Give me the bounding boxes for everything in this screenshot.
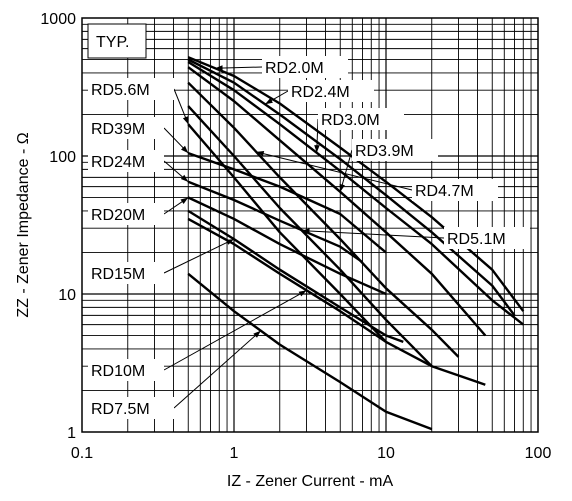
curve-label-bg-rd5-1m <box>444 227 530 249</box>
series-line-rd4-7m <box>187 81 460 358</box>
curve-label-bg-rd24m <box>88 150 164 172</box>
series-line-rd5-6m <box>187 123 387 343</box>
curve-label-layer: RD2.0M RD2.4M RD3.0M RD3.9M RD4.7M RD5.1M RD5.… <box>88 56 530 419</box>
tick-label-layer: 0.1 1 10 100 1 10 100 1000 <box>40 11 551 462</box>
leader-line-rd15m <box>163 238 235 274</box>
series-line-rd39m <box>187 151 387 254</box>
curve-label-rd2-4m: RD2.4M <box>291 84 350 101</box>
y-tick-label: 100 <box>49 149 76 166</box>
series-line-rd24m <box>187 180 364 264</box>
y-tick-label: 10 <box>58 287 76 304</box>
curve-label-bg-rd20m <box>88 203 164 225</box>
leader-arrow-rd2-0m <box>215 65 223 71</box>
series-line-rd5-1m <box>187 105 433 368</box>
curve-label-rd5-6m: RD5.6M <box>91 82 150 99</box>
series-line-rd2-0m <box>187 56 525 312</box>
leader-line-rd10m <box>163 289 307 371</box>
leader-arrow-rd4-7m <box>256 151 265 157</box>
y-axis-title: ZZ - Zener Impedance - Ω <box>15 132 32 317</box>
leader-arrow-rd7-5m <box>253 330 261 338</box>
curve-label-bg-rd7-5m <box>88 397 174 419</box>
curve-label-rd3-0m: RD3.0M <box>321 112 380 129</box>
series-line-rd3-9m <box>187 66 487 337</box>
leader-arrow-rd24m <box>180 174 189 182</box>
y-tick-label: 1000 <box>40 11 76 28</box>
curve-label-rd7-5m: RD7.5M <box>91 401 150 418</box>
curve-label-rd20m: RD20M <box>91 207 145 224</box>
leader-layer <box>163 65 445 409</box>
leader-line-rd4-7m <box>256 151 413 191</box>
curve-label-bg-rd5-6m <box>88 78 174 100</box>
leader-arrow-rd5-6m <box>182 116 189 125</box>
annotation-box: TYP. <box>87 23 147 59</box>
leader-arrow-rd3-9m <box>339 183 345 192</box>
series-line-rd10m <box>187 217 486 386</box>
curve-label-rd2-0m: RD2.0M <box>265 60 324 77</box>
leader-arrow-rd15m <box>226 239 234 245</box>
annotation-box-frame <box>87 23 147 59</box>
x-tick-label: 100 <box>525 445 552 462</box>
curve-label-rd39m: RD39M <box>91 121 145 138</box>
curve-label-rd24m: RD24M <box>91 154 145 171</box>
leader-arrow-rd5-1m <box>301 228 310 234</box>
leader-arrow-rd2-4m <box>265 98 273 105</box>
curve-label-bg-rd4-7m <box>412 179 498 201</box>
leader-arrow-rd10m <box>298 290 307 297</box>
leader-line-rd7-5m <box>173 330 262 409</box>
curve-label-bg-rd3-9m <box>352 139 438 161</box>
leader-line-rd2-0m <box>214 66 263 69</box>
annotation-text: TYP. <box>96 34 130 51</box>
series-line-rd3-0m <box>187 60 525 326</box>
series-line-rd7-5m <box>187 272 433 431</box>
plot-frame <box>81 17 539 433</box>
curve-label-rd5-1m: RD5.1M <box>447 231 506 248</box>
x-tick-label: 10 <box>377 445 395 462</box>
curve-label-rd10m: RD10M <box>91 363 145 380</box>
x-tick-label: 0.1 <box>71 445 93 462</box>
y-tick-label: 1 <box>67 425 76 442</box>
series-line-rd20m <box>187 196 387 296</box>
curve-label-bg-rd2-0m <box>262 56 348 78</box>
x-axis-title: IZ - Zener Current - mA <box>227 473 394 490</box>
curve-label-bg-rd10m <box>88 359 164 381</box>
series-line-rd15m <box>187 209 404 344</box>
curve-label-rd15m: RD15M <box>91 266 145 283</box>
curve-label-rd3-9m: RD3.9M <box>355 143 414 160</box>
curve-label-bg-rd39m <box>88 117 164 139</box>
x-tick-label: 1 <box>230 445 239 462</box>
curve-label-bg-rd15m <box>88 262 164 284</box>
series-line-rd2-4m <box>187 58 516 317</box>
leader-arrow-rd3-0m <box>314 145 320 153</box>
leader-arrow-rd39m <box>181 145 189 154</box>
leader-arrow-rd20m <box>180 197 189 204</box>
leader-line-rd5-1m <box>301 230 445 239</box>
curve-label-bg-rd2-4m <box>288 80 374 102</box>
curve-label-rd4-7m: RD4.7M <box>415 183 474 200</box>
curve-label-bg-rd3-0m <box>318 108 404 130</box>
